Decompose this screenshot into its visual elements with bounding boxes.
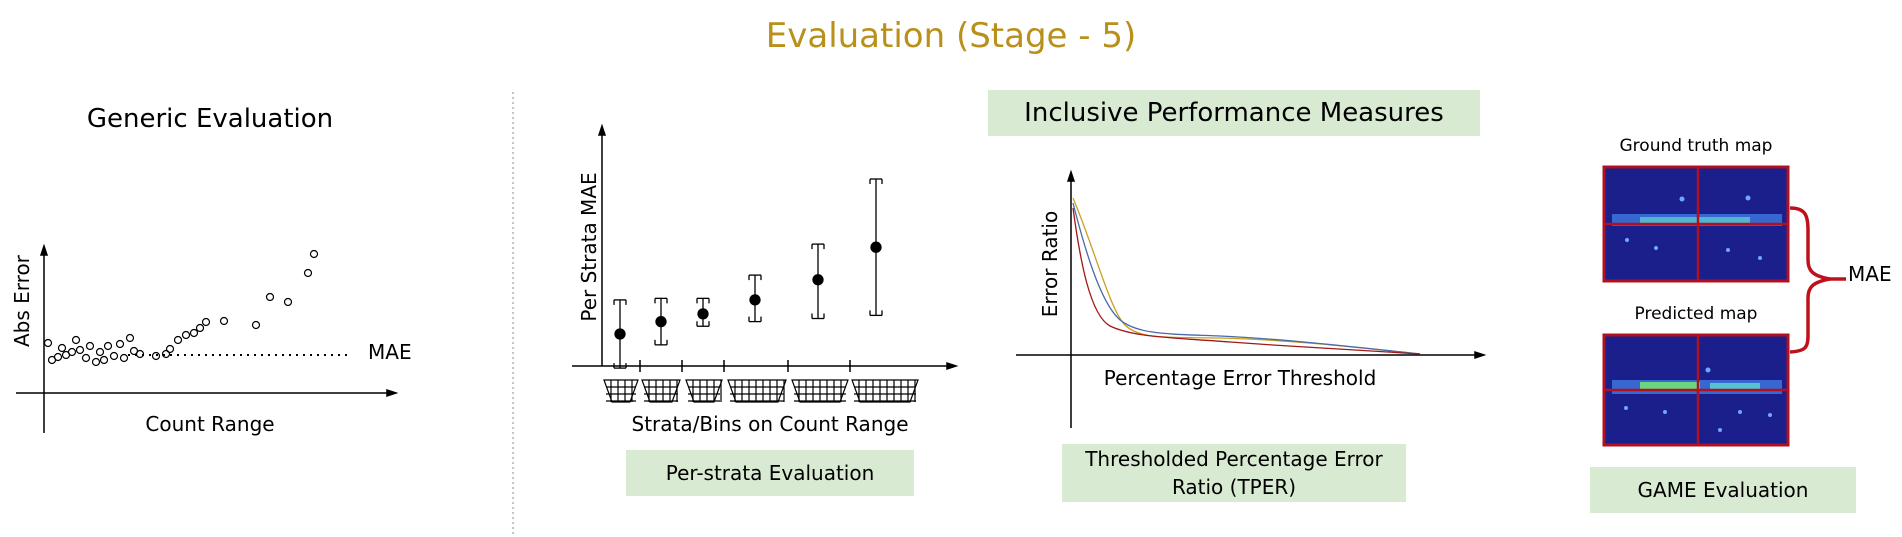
scatter-point [309,249,319,259]
scatter-point [251,320,261,330]
inclusive-heading: Inclusive Performance Measures [988,90,1480,136]
scatter-point [71,335,81,345]
scatter-point [161,349,171,359]
scatter-point [119,353,129,363]
generic-scatter-points [43,249,319,367]
per-strata-caption: Per-strata Evaluation [626,450,914,496]
scatter-point [85,341,95,351]
scatter-point [75,345,85,355]
strata-bin [641,379,681,403]
strata-bin [727,379,787,403]
tper-ylabel: Error Ratio [1038,210,1062,318]
tper-caption-text: Thresholded Percentage Error Ratio (TPER… [1085,447,1383,499]
strata-bin [851,379,919,403]
tper-curve-red [1072,207,1421,355]
tper-axes [1016,169,1487,428]
scatter-point [181,330,191,340]
predicted-label: Predicted map [1634,304,1758,324]
tper-curve-gold [1072,197,1421,355]
strata-mean-point [812,274,824,286]
scatter-point [125,333,135,343]
game-caption: GAME Evaluation [1590,467,1856,513]
tper-xlabel: Percentage Error Threshold [1103,366,1377,390]
scatter-point [195,323,205,333]
scatter-point [201,317,211,327]
strata-error-bars [613,178,883,369]
strata-xlabel: Strata/Bins on Count Range [631,412,909,436]
strata-error-bar [613,299,627,369]
scatter-point [189,328,199,338]
page-title: Evaluation (Stage - 5) [765,16,1137,56]
scatter-point [91,357,101,367]
scatter-point [99,355,109,365]
scatter-point [43,338,53,348]
mae-bracket [1789,206,1831,354]
generic-heading: Generic Evaluation [86,104,334,134]
tper-caption: Thresholded Percentage Error Ratio (TPER… [1062,444,1406,502]
generic-ylabel: Abs Error [10,255,34,347]
ground-truth-map [1602,165,1790,283]
scatter-point [67,347,77,357]
generic-axes [16,243,399,433]
strata-ylabel: Per Strata MAE [577,172,601,322]
scatter-point [95,347,105,357]
strata-axes [572,123,959,372]
strata-mean-point [655,315,667,328]
predicted-map [1602,333,1790,447]
game-mae-label: MAE [1848,262,1892,286]
scatter-point [103,341,113,351]
strata-error-bar [748,274,762,323]
scatter-point [115,339,125,349]
strata-bin [685,379,723,403]
ground-truth-label: Ground truth map [1619,136,1773,156]
scatter-point [265,292,275,302]
strata-error-bar [696,297,710,327]
scatter-point [135,349,145,359]
generic-xlabel: Count Range [145,412,275,436]
scatter-point [57,343,67,353]
strata-mean-point [697,308,709,320]
strata-error-bar [811,243,825,320]
strata-error-bar [654,297,668,346]
strata-error-bar [869,178,883,317]
tper-curve-blue [1072,202,1421,355]
scatter-point [283,297,293,307]
strata-mean-point [870,241,882,253]
scatter-point [173,335,183,345]
scatter-point [109,351,119,361]
scatter-point [219,316,229,326]
scatter-point [53,352,63,362]
scatter-point [165,344,175,354]
scatter-point [151,351,161,361]
strata-bins [603,379,919,403]
strata-bin [603,379,639,403]
strata-mean-point [614,328,626,340]
scatter-point [81,353,91,363]
scatter-point [303,268,313,278]
strata-mean-point [749,294,761,306]
generic-mae-label: MAE [368,340,412,364]
strata-bin [791,379,849,403]
